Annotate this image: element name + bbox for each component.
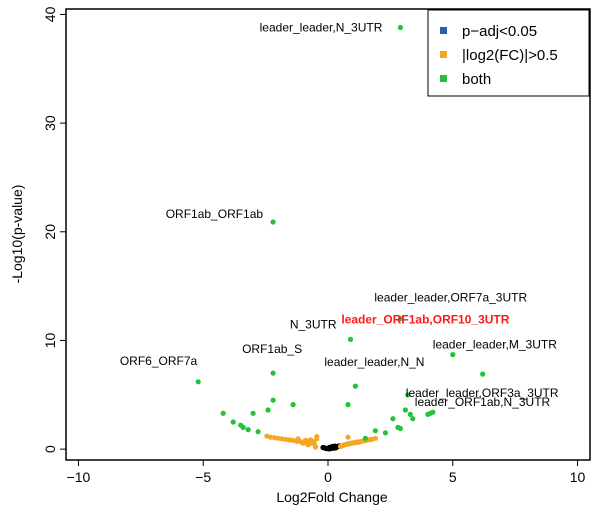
- data-point: [332, 443, 338, 449]
- data-point: [405, 392, 411, 398]
- x-tick-label: −10: [67, 469, 91, 485]
- data-point: [372, 435, 378, 441]
- point-label: ORF1ab_ORF1ab: [166, 207, 264, 221]
- data-point: [372, 428, 378, 434]
- data-point: [270, 370, 276, 376]
- y-tick-label: 40: [42, 6, 58, 22]
- data-point: [350, 440, 356, 446]
- x-tick-label: 5: [449, 469, 457, 485]
- y-tick-label: 30: [42, 115, 58, 131]
- data-point: [220, 410, 226, 416]
- point-label: leader_ORF1ab,N_3UTR: [415, 395, 551, 409]
- data-point: [310, 438, 316, 445]
- legend-label: both: [462, 71, 491, 88]
- data-point: [195, 379, 201, 385]
- data-point: [407, 411, 413, 417]
- data-point: [337, 443, 344, 449]
- data-point: [230, 419, 236, 425]
- point-label: ORF1ab_S: [242, 342, 302, 356]
- data-point: [425, 411, 431, 417]
- point-labels: leader_leader,N_3UTR ORF1ab_ORF1ab leader_…: [120, 21, 559, 410]
- data-point: [397, 316, 403, 322]
- data-point: [347, 336, 354, 342]
- data-point: [367, 437, 373, 443]
- data-point: [397, 24, 403, 31]
- data-point: [382, 430, 388, 436]
- point-label: N_3UTR: [290, 317, 337, 331]
- data-point: [250, 410, 256, 416]
- x-tick-label: 10: [570, 469, 586, 485]
- point-label: leader_leader,N_3UTR: [260, 21, 383, 35]
- data-point: [390, 416, 396, 422]
- y-axis-title: -Log10(p-value): [9, 185, 25, 284]
- x-axis: −10 −5 0 5 10: [67, 460, 586, 485]
- legend-label: |log2(FC)|>0.5: [462, 47, 558, 64]
- data-point: [345, 434, 351, 440]
- data-point: [290, 402, 296, 408]
- x-axis-title: Log2Fold Change: [276, 489, 388, 505]
- y-tick-label: 10: [42, 332, 58, 348]
- data-point: [345, 402, 351, 408]
- data-point: [264, 433, 270, 439]
- legend-swatch: [440, 51, 447, 58]
- data-point: [240, 424, 246, 430]
- point-label: leader_leader,ORF3a_3UTR: [406, 386, 559, 400]
- point-label: leader_leader,M_3UTR: [433, 338, 557, 352]
- data-point: [245, 427, 251, 433]
- data-point: [290, 437, 296, 443]
- x-tick-label: −5: [195, 469, 211, 485]
- data-points: [195, 24, 486, 452]
- data-point: [271, 435, 277, 441]
- data-point: [314, 434, 320, 440]
- point-label: ORF6_ORF7a: [120, 354, 198, 368]
- data-point: [270, 397, 276, 403]
- point-label: leader_leader,N_N: [324, 355, 424, 369]
- data-point: [320, 444, 326, 451]
- y-axis: 0 10 20 30 40: [42, 6, 66, 453]
- data-point: [397, 425, 403, 432]
- legend-label: p−adj<0.05: [462, 23, 537, 40]
- data-point: [410, 416, 416, 422]
- data-point: [255, 429, 261, 435]
- data-point: [300, 440, 306, 446]
- data-point: [305, 442, 311, 448]
- y-tick-label: 20: [42, 224, 58, 240]
- data-point: [480, 371, 486, 377]
- legend-swatch: [440, 75, 447, 82]
- data-point: [270, 219, 276, 225]
- data-point: [265, 407, 271, 413]
- data-point: [295, 436, 301, 442]
- legend-box: [427, 9, 590, 97]
- legend-swatch: [440, 27, 447, 34]
- legend: p−adj<0.05 |log2(FC)|>0.5 both: [427, 9, 590, 97]
- point-label: leader_ORF1ab,ORF10_3UTR: [341, 313, 509, 327]
- data-point: [362, 435, 368, 441]
- y-tick-label: 0: [42, 445, 58, 453]
- point-label: leader_leader,ORF7a_3UTR: [374, 291, 527, 305]
- x-tick-label: 0: [324, 469, 332, 485]
- data-point: [352, 383, 358, 389]
- data-point: [402, 407, 408, 413]
- data-point: [450, 352, 456, 358]
- data-point: [312, 444, 319, 450]
